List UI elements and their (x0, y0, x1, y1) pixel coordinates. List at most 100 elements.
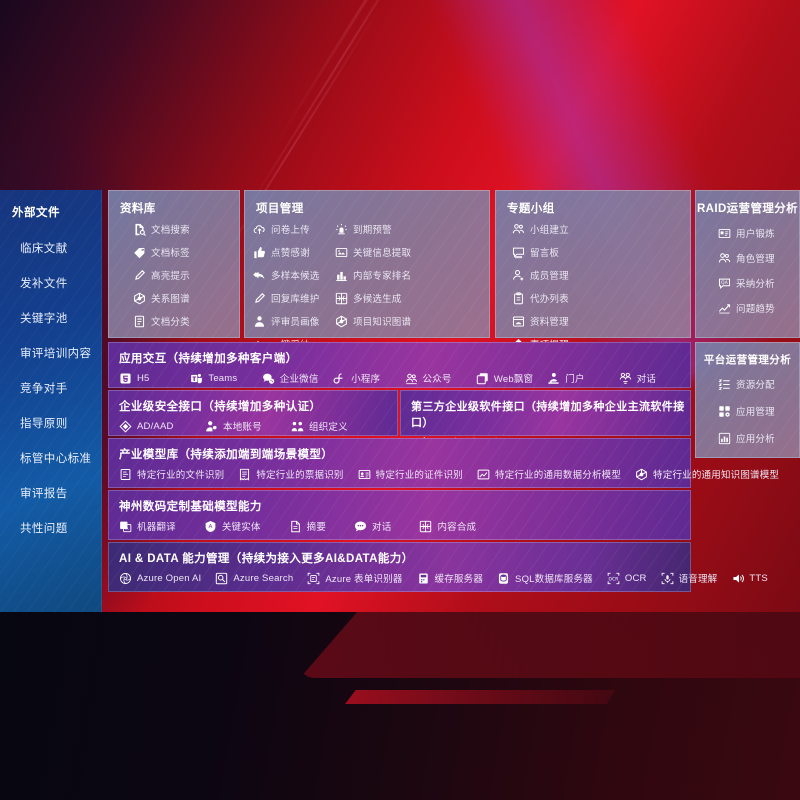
item-doc-tag[interactable]: 文档标签 (133, 245, 233, 259)
item-ocr[interactable]: OCR OCR (607, 572, 647, 585)
item-relation-graph[interactable]: 关系图谱 (133, 291, 233, 305)
item-label: 点赞感谢 (271, 248, 310, 259)
band-app-interaction: 应用交互（持续增加多种客户端） H5 Teams 企业微信 小程序 公众号 (108, 342, 691, 388)
bar-chart-icon (335, 269, 348, 282)
item-cache-server[interactable]: 缓存服务器 (417, 571, 484, 585)
item-reviewer-profile[interactable]: 评审员画像 (253, 314, 335, 328)
item-thanks-like[interactable]: 点赞感谢 (253, 245, 335, 259)
card-topic-group: 专题小组 小组建立 留言板 成员管理 代办列表 资料管理 (495, 190, 691, 374)
item-highlight-hint[interactable]: 高亮提示 (133, 268, 233, 282)
item-questionnaire-upload[interactable]: 问卷上传 (253, 222, 335, 236)
item-internal-expert-ranking[interactable]: 内部专家排名 (335, 268, 417, 282)
item-tts[interactable]: TTS (731, 572, 768, 585)
item-dialog[interactable]: 对话 (619, 371, 690, 385)
sidebar-item-common-issues[interactable]: 共性问题 (20, 523, 68, 535)
item-user-training[interactable]: 用户锻炼 (712, 226, 793, 240)
band-enterprise-security: 企业级安全接口（持续增加多种认证） AD/AAD 本地账号 组织定义 (108, 390, 398, 436)
item-industry-knowledge-graph-model[interactable]: 特定行业的通用知识图谱模型 (635, 467, 779, 481)
cloud-upload-icon (253, 223, 266, 236)
item-org-definition[interactable]: 组织定义 (291, 419, 377, 433)
item-label: 特定行业的文件识别 (137, 470, 225, 481)
item-label: 应用分析 (736, 434, 775, 445)
people-icon (718, 252, 731, 265)
item-issue-trend[interactable]: 问题趋势 (712, 301, 793, 315)
item-label: 小程序 (351, 374, 381, 385)
item-miniprogram[interactable]: 小程序 (333, 371, 404, 385)
item-doc-classify[interactable]: 文档分类 (133, 314, 233, 328)
item-ad-aad[interactable]: AD/AAD (119, 419, 205, 433)
item-sql-database-server[interactable]: SQL数据库服务器 (497, 571, 593, 585)
card-library-grid: 文档搜索 文档标签 高亮提示 关系图谱 文档分类 (109, 216, 239, 337)
item-h5[interactable]: H5 (119, 372, 190, 385)
wecom-icon (262, 372, 275, 385)
item-industry-receipt-recognition[interactable]: 特定行业的票据识别 (238, 467, 343, 481)
highlighter-icon (133, 269, 146, 282)
sidebar-title: 外部文件 (12, 207, 60, 219)
item-label: Azure 表单识别器 (325, 574, 403, 585)
item-todo-list[interactable]: 代办列表 (504, 291, 602, 305)
item-message-board[interactable]: 留言板 (504, 245, 602, 259)
sidebar-external-files: 外部文件 临床文献 发补文件 关键字池 审评培训内容 竞争对手 指导原则 标管中… (0, 190, 102, 612)
item-multi-candidate-generate[interactable]: 多候选生成 (335, 291, 417, 305)
item-project-knowledge-graph[interactable]: 项目知识图谱 (335, 314, 417, 328)
shield-diamond-icon (119, 419, 132, 433)
official-account-icon (405, 372, 418, 385)
band-third-party-interface: 第三方企业级软件接口（持续增加多种企业主流软件接口） API自动化设计器 (400, 390, 691, 449)
sidebar-item-review-training[interactable]: 审评培训内容 (20, 348, 92, 360)
item-content-synthesis[interactable]: 内容合成 (419, 519, 476, 533)
item-label: SQL数据库服务器 (515, 574, 593, 585)
item-reply-library-maintain[interactable]: 回复库维护 (253, 291, 335, 305)
item-azure-open-ai[interactable]: Azure Open AI (119, 572, 201, 585)
band-3rd-title: 第三方企业级软件接口（持续增加多种企业主流软件接口） (411, 401, 685, 429)
item-voice-understanding[interactable]: 语音理解 (661, 571, 718, 585)
item-azure-form-recognizer[interactable]: Azure 表单识别器 (307, 571, 402, 585)
org-people-icon (291, 420, 304, 433)
item-resource-allocation[interactable]: 资源分配 (712, 377, 793, 391)
item-azure-search[interactable]: Azure Search (215, 572, 293, 585)
item-label: 公众号 (422, 374, 452, 385)
item-portal[interactable]: 门户 (547, 371, 618, 385)
item-key-info-extract[interactable]: 关键信息提取 (335, 245, 417, 259)
item-local-account[interactable]: 本地账号 (205, 419, 291, 433)
item-due-alert[interactable]: 到期预警 (335, 222, 417, 236)
item-group-create[interactable]: 小组建立 (504, 222, 602, 236)
clipboard-icon (512, 291, 525, 305)
item-web-float-window[interactable]: Web飘窗 (476, 371, 547, 385)
item-key-entity[interactable]: A 关键实体 (204, 519, 261, 533)
sidebar-item-review-report[interactable]: 审评报告 (20, 488, 68, 500)
item-label: 特定行业的证件识别 (375, 470, 463, 481)
graph-icon (335, 315, 348, 328)
chart-box-icon (477, 468, 490, 481)
item-doc-search[interactable]: 文档搜索 (133, 222, 233, 236)
item-summary[interactable]: 摘要 (289, 519, 326, 533)
item-label: 特定行业的通用知识图谱模型 (653, 470, 780, 481)
sidebar-item-keyword-pool[interactable]: 关键字池 (20, 313, 68, 325)
item-member-management[interactable]: 成员管理 (504, 268, 602, 282)
item-material-management[interactable]: 资料管理 (504, 314, 602, 328)
item-adoption-analysis[interactable]: QA 采纳分析 (712, 276, 793, 290)
sidebar-item-guidelines[interactable]: 指导原则 (20, 418, 68, 430)
item-role-management[interactable]: 角色管理 (712, 251, 793, 265)
item-label: 特定行业的票据识别 (256, 470, 344, 481)
sidebar-item-competitors[interactable]: 竞争对手 (20, 383, 68, 395)
item-multi-sample-candidates[interactable]: 多样本候选 (253, 268, 335, 282)
item-label: OCR (624, 572, 647, 584)
sidebar-item-supplement-docs[interactable]: 发补文件 (20, 278, 68, 290)
item-label: 资料管理 (530, 317, 569, 328)
item-industry-data-analysis-model[interactable]: 特定行业的通用数据分析模型 (477, 467, 621, 481)
item-application-analysis[interactable]: 应用分析 (712, 431, 793, 445)
item-teams[interactable]: Teams (190, 372, 261, 385)
item-industry-id-recognition[interactable]: 特定行业的证件识别 (358, 467, 463, 481)
item-dialog[interactable]: 对话 (354, 519, 391, 533)
html5-icon (119, 372, 132, 385)
sidebar-item-clinical-literature[interactable]: 临床文献 (20, 243, 68, 255)
item-industry-file-recognition[interactable]: 特定行业的文件识别 (119, 467, 224, 481)
item-wecom[interactable]: 企业微信 (262, 371, 333, 385)
item-application-management[interactable]: 应用管理 (712, 404, 793, 418)
sidebar-item-standards-center[interactable]: 标管中心标准 (20, 453, 92, 465)
item-official-account[interactable]: 公众号 (405, 371, 476, 385)
item-label: 用户锻炼 (736, 229, 775, 240)
person-key-icon (205, 420, 218, 433)
item-label: 问卷上传 (271, 225, 310, 236)
